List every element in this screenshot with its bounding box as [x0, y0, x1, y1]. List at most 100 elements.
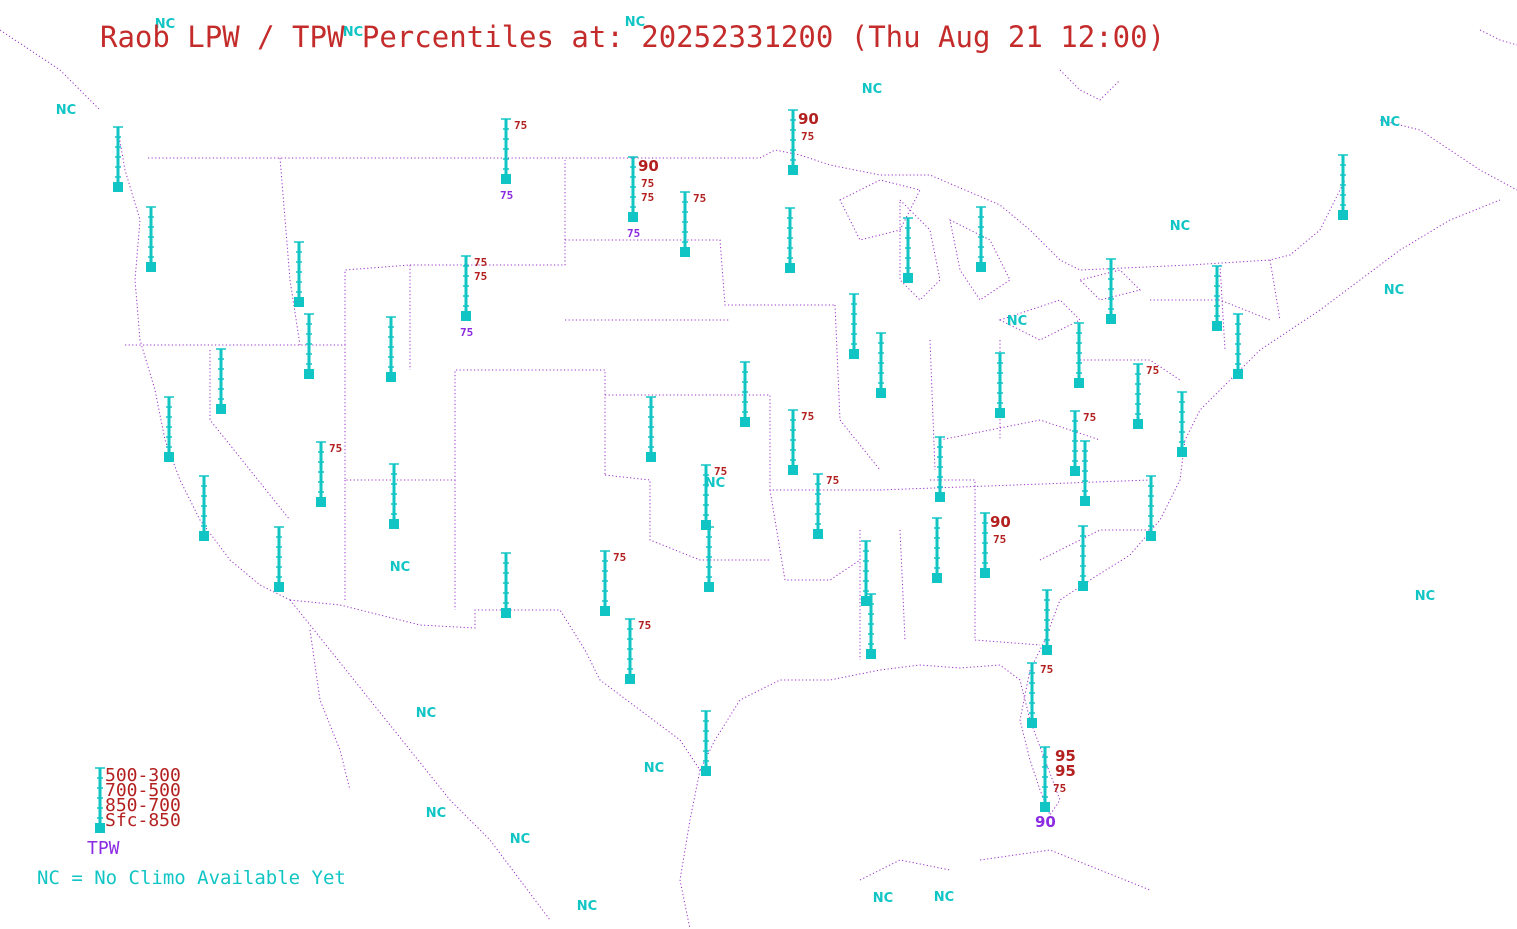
station-gauge: [113, 126, 123, 192]
gauge-base-square: [785, 263, 795, 273]
gauge-base-square: [164, 452, 174, 462]
gauge-base-square: [461, 311, 471, 321]
station-gauge: [146, 206, 156, 272]
gauge-base-square: [1042, 645, 1052, 655]
gauge-base-square: [932, 573, 942, 583]
gauge-base-square: [1212, 321, 1222, 331]
gauge-base-square: [1074, 378, 1084, 388]
gauge-base-square: [1040, 802, 1050, 812]
station-gauge: [1042, 589, 1052, 655]
percentile-label: 75: [693, 192, 706, 205]
gauge-base-square: [861, 596, 871, 606]
nc-label: NC: [862, 82, 882, 97]
station-gauge: [294, 241, 304, 307]
nc-label: NC: [1384, 283, 1404, 298]
station-gauge: [389, 463, 399, 529]
gauge-base-square: [849, 349, 859, 359]
percentile-label: 75: [641, 177, 654, 190]
station-gauge: [304, 313, 314, 379]
station-gauge: [704, 526, 714, 592]
gauge-base-square: [625, 674, 635, 684]
station-gauge: [646, 396, 656, 462]
station-gauge: 75: [1070, 410, 1096, 476]
station-gauge: 75: [625, 618, 651, 684]
station-gauge: [1177, 391, 1187, 457]
percentile-label: 75: [714, 465, 727, 478]
station-gauge: 75: [316, 441, 342, 507]
tpw-percentile-label: 75: [500, 189, 513, 202]
station-gauge: [1078, 525, 1088, 591]
percentile-label-large: 90: [990, 513, 1011, 531]
station-gauge: [216, 348, 226, 414]
nc-label: NC: [1415, 589, 1435, 604]
gauge-base-square: [1080, 496, 1090, 506]
legend-layer-700-500: 700-500: [105, 780, 181, 801]
gauge-base-square: [316, 497, 326, 507]
station-gauge: [1146, 475, 1156, 541]
station-gauge: [1106, 258, 1116, 324]
percentile-label-large: 90: [638, 157, 659, 175]
gauge-base-square: [866, 649, 876, 659]
page-title: Raob LPW / TPW Percentiles at: 202523312…: [100, 20, 1166, 54]
gauge-base-square: [294, 297, 304, 307]
percentile-label: 75: [641, 191, 654, 204]
station-gauge: 75: [1027, 662, 1053, 728]
percentile-label: 75: [993, 533, 1006, 546]
station-gauge: [866, 593, 876, 659]
gauge-base-square: [1177, 447, 1187, 457]
station-gauge: 75: [600, 550, 626, 616]
percentile-label: 75: [1053, 782, 1066, 795]
nc-label: NC: [577, 899, 597, 914]
gauge-base-square: [1233, 369, 1243, 379]
station-gauge: [95, 767, 105, 833]
nc-label: NC: [155, 17, 175, 32]
station-gauge: [701, 710, 711, 776]
stations: 7575907575757590757575757575757575757590…: [95, 109, 1348, 833]
gauge-base-square: [1146, 531, 1156, 541]
nc-label: NC: [426, 806, 446, 821]
gauge-base-square: [740, 417, 750, 427]
gauge-base-square: [386, 372, 396, 382]
percentile-label: 75: [1040, 663, 1053, 676]
gauge-base-square: [628, 212, 638, 222]
station-gauge: 75: [701, 464, 727, 530]
percentile-label: 75: [474, 256, 487, 269]
nc-label: NC: [873, 891, 893, 906]
station-gauge: 75: [1133, 363, 1159, 429]
gauge-base-square: [876, 388, 886, 398]
gauge-base-square: [935, 492, 945, 502]
tpw-percentile-label: 75: [627, 227, 640, 240]
gauge-base-square: [389, 519, 399, 529]
tpw-percentile-label: 75: [460, 326, 473, 339]
percentile-label: 75: [613, 551, 626, 564]
gauge-base-square: [1106, 314, 1116, 324]
station-gauge: [1080, 440, 1090, 506]
percentile-label: 75: [638, 619, 651, 632]
gauge-base-square: [976, 262, 986, 272]
percentile-label: 75: [1083, 411, 1096, 424]
nc-label: NC: [1170, 219, 1190, 234]
gauge-base-square: [113, 182, 123, 192]
nc-label: NC: [934, 890, 954, 905]
station-gauge: 75: [788, 409, 814, 475]
gauge-base-square: [903, 273, 913, 283]
station-gauge: [935, 436, 945, 502]
map-borders: [0, 29, 1517, 929]
percentile-label-large: 95: [1055, 747, 1076, 765]
station-gauge: [932, 517, 942, 583]
gauge-base-square: [95, 823, 105, 833]
gauge-base-square: [980, 568, 990, 578]
gauge-base-square: [704, 582, 714, 592]
percentile-label: 75: [1146, 364, 1159, 377]
gauge-base-square: [646, 452, 656, 462]
nc-label: NC: [510, 832, 530, 847]
gauge-base-square: [274, 582, 284, 592]
nc-label: NC: [1007, 314, 1027, 329]
station-gauge: [903, 217, 913, 283]
percentile-label: 75: [514, 119, 527, 132]
gauge-base-square: [813, 529, 823, 539]
